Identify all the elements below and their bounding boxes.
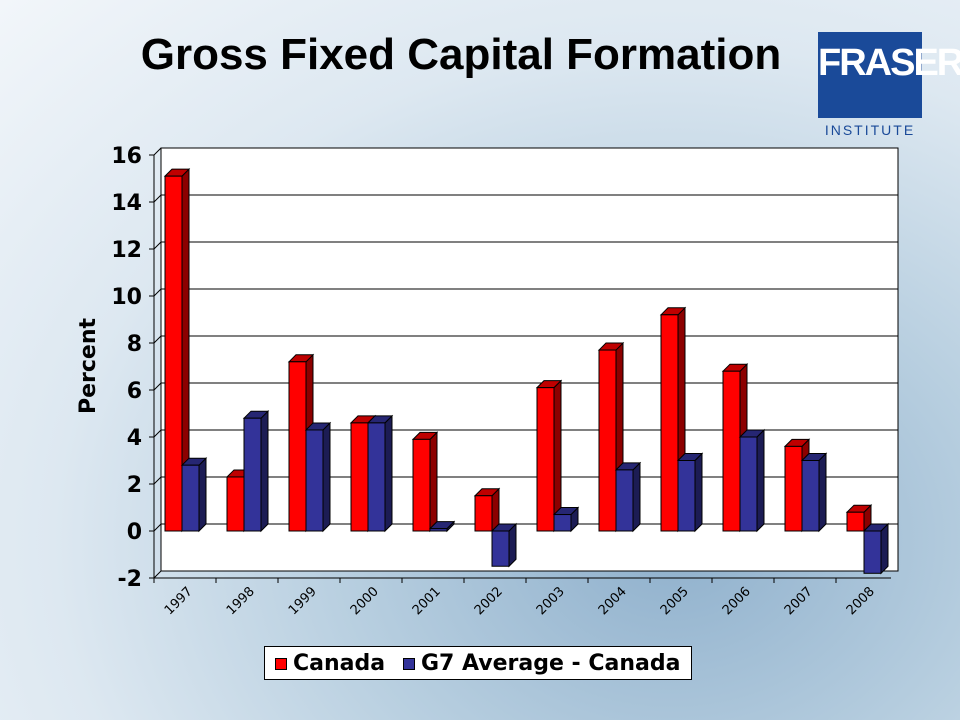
y-tick-label: 2	[127, 473, 142, 498]
axes	[153, 155, 891, 579]
y-tick-label: 14	[111, 191, 142, 216]
x-tick-label: 2004	[596, 584, 630, 618]
bar-g7-average-canada-1998	[243, 417, 262, 532]
bar-canada-1997	[164, 175, 183, 532]
bar-canada-2004	[598, 349, 617, 532]
bar-g7-average-canada-2001	[429, 528, 448, 532]
bar-side-g7-average-canada-2006	[756, 428, 765, 533]
bar-g7-average-canada-2006	[739, 436, 758, 532]
x-tick-label: 2006	[720, 584, 754, 618]
gridline-depth	[153, 288, 162, 297]
y-tick-label: 4	[127, 426, 142, 451]
bar-g7-average-canada-2000	[367, 422, 386, 532]
bar-side-canada-2001	[429, 431, 438, 533]
bar-side-g7-average-canada-2007	[818, 452, 827, 533]
bar-canada-2008	[846, 511, 865, 532]
y-tick-label: 0	[127, 520, 142, 545]
bar-canada-2003	[536, 387, 555, 532]
y-tick-label: 12	[111, 238, 142, 263]
bar-canada-1998	[226, 476, 245, 532]
y-tick-label: 10	[111, 285, 142, 310]
bar-canada-2001	[412, 438, 431, 532]
gridline-depth	[153, 476, 162, 485]
x-tick-label: 2000	[348, 584, 382, 618]
gridline-depth	[153, 335, 162, 344]
y-axis-ticks: -2 0 2 4 6 8 10 12 14 16	[111, 144, 154, 592]
x-tick-label: 1999	[286, 584, 320, 618]
legend-swatch-g7	[403, 658, 415, 670]
bar-g7-average-canada-2005	[677, 460, 696, 532]
bar-g7-average-canada-2007	[801, 460, 820, 532]
x-tick-label: 2002	[472, 584, 506, 618]
logo-subtitle: INSTITUTE	[824, 122, 916, 138]
bar-canada-2005	[660, 314, 679, 532]
plot-area	[160, 147, 899, 572]
x-tick-label: 1998	[224, 584, 258, 618]
bar-canada-2006	[722, 370, 741, 532]
bar-g7-average-canada-1997	[181, 464, 200, 532]
bar-g7-average-canada-2002	[491, 530, 510, 567]
bars	[163, 167, 890, 575]
bar-side-g7-average-canada-2000	[384, 414, 393, 533]
gridline-depth	[153, 382, 162, 391]
gridline-depth	[153, 570, 162, 579]
logo-box	[818, 32, 922, 118]
x-tick-label: 2007	[782, 584, 816, 618]
bar-side-g7-average-canada-1998	[260, 409, 269, 533]
plot-background	[160, 147, 899, 572]
y-tick-label: 16	[111, 144, 142, 169]
gridlines	[153, 147, 898, 579]
gridline-depth	[153, 429, 162, 438]
legend-label-canada: Canada	[293, 651, 386, 676]
y-tick-label: 8	[127, 332, 142, 357]
bar-canada-2000	[350, 422, 369, 532]
y-tick-label: -2	[118, 567, 142, 592]
gridline-depth	[153, 194, 162, 203]
bar-side-g7-average-canada-1999	[322, 421, 331, 533]
gridline-depth	[153, 523, 162, 532]
chart-legend: Canada G7 Average - Canada	[264, 646, 692, 680]
x-tick-label: 2003	[534, 584, 568, 618]
x-tick-label: 2005	[658, 584, 692, 618]
bar-side-g7-average-canada-1997	[198, 456, 207, 533]
y-axis-label: Percent	[76, 318, 101, 415]
y-tick-label: 6	[127, 379, 142, 404]
bar-side-g7-average-canada-2005	[694, 452, 703, 533]
x-axis-ticks: 1997 1998 1999 2000 2001 2002 2003 2004 2005 2006…	[153, 578, 878, 618]
bar-side-g7-average-canada-2004	[632, 461, 641, 533]
legend-label-g7: G7 Average - Canada	[421, 651, 681, 676]
gridline-depth	[153, 241, 162, 250]
bar-canada-2007	[784, 445, 803, 532]
bar-g7-average-canada-2004	[615, 469, 634, 532]
gridline-depth	[153, 147, 162, 156]
legend-swatch-canada	[275, 658, 287, 670]
bar-canada-1999	[288, 361, 307, 532]
x-tick-label: 2001	[410, 584, 444, 618]
x-tick-label: 1997	[162, 584, 196, 618]
x-tick-label: 2008	[844, 584, 878, 618]
bar-g7-average-canada-2003	[553, 514, 572, 532]
bar-g7-average-canada-1999	[305, 429, 324, 532]
bar-side-g7-average-canada-2008	[880, 522, 889, 575]
chart-title: Gross Fixed Capital Formation	[140, 30, 782, 79]
bar-canada-2002	[474, 495, 493, 532]
bar-g7-average-canada-2008	[863, 530, 882, 574]
